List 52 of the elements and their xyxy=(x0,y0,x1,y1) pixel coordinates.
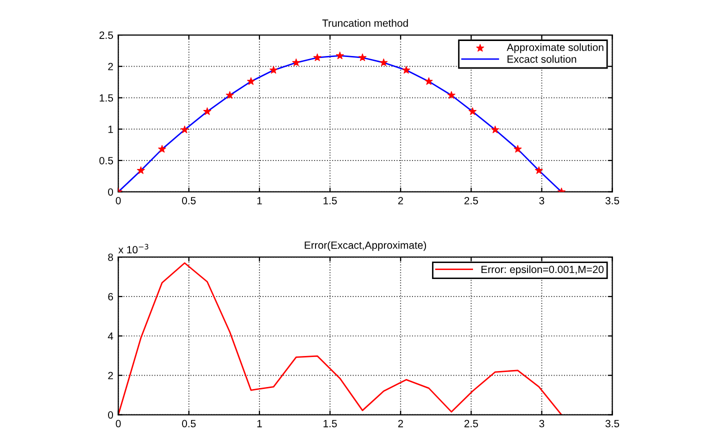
x-tick-label: 2 xyxy=(398,196,403,204)
x-tick-label: 1 xyxy=(257,197,262,204)
point xyxy=(313,53,322,62)
x-tick-label: 0 xyxy=(116,196,121,204)
point xyxy=(158,145,166,153)
x-tick-label: 1.5 xyxy=(324,420,337,428)
x-tick-label: 2.5 xyxy=(464,196,478,204)
x-tick-label: 3 xyxy=(539,196,544,204)
point xyxy=(292,58,300,66)
x-tick-label: 3.5 xyxy=(605,196,620,204)
legend-label: Excact solution xyxy=(508,55,576,63)
chart-title: Error(Excact,Approximate) xyxy=(304,241,426,251)
point xyxy=(136,166,145,174)
y-tick-label: 2 xyxy=(108,372,113,380)
point xyxy=(514,145,522,153)
point xyxy=(336,52,344,60)
y-tick-label: 0.5 xyxy=(99,156,114,164)
point xyxy=(358,53,366,62)
x-tick-label: 3.5 xyxy=(605,420,620,428)
point xyxy=(402,66,410,74)
point xyxy=(380,58,388,66)
y-tick-label: 4 xyxy=(108,332,114,340)
y-tick-label: 8 xyxy=(108,254,113,261)
point xyxy=(247,77,255,85)
point xyxy=(226,91,234,99)
x-tick-label: 3 xyxy=(539,420,544,428)
x-tick-label: 2 xyxy=(398,420,403,428)
y-tick-label: 0 xyxy=(108,188,114,196)
legend-label: Error: epsilon=0.001,M=20 xyxy=(482,265,604,276)
text: x 10$^{−3}$ xyxy=(118,244,148,254)
point xyxy=(424,77,433,85)
x-tick-label: 0 xyxy=(116,420,121,428)
point xyxy=(180,126,189,134)
x-tick-label: 2.5 xyxy=(464,420,478,428)
legend-label: Approximate solution xyxy=(506,43,604,54)
point xyxy=(491,126,500,134)
y-tick-label: 6 xyxy=(108,293,113,300)
y-tick-label: 1 xyxy=(108,126,113,133)
x-tick-label: 0.5 xyxy=(182,196,196,204)
chart-title: Truncation method xyxy=(322,19,408,27)
point xyxy=(203,107,212,115)
y-tick-label: 0 xyxy=(108,411,114,419)
x-tick-label: 1.5 xyxy=(324,197,337,204)
point xyxy=(468,107,477,115)
point xyxy=(270,66,278,74)
y-tick-label: 2 xyxy=(108,62,113,70)
x-tick-label: 0.5 xyxy=(182,420,196,428)
y-tick-label: 2.5 xyxy=(99,32,114,39)
y-tick-label: 1.5 xyxy=(100,94,114,102)
point xyxy=(534,166,543,174)
x-tick-label: 1 xyxy=(257,420,262,428)
point xyxy=(447,91,456,99)
